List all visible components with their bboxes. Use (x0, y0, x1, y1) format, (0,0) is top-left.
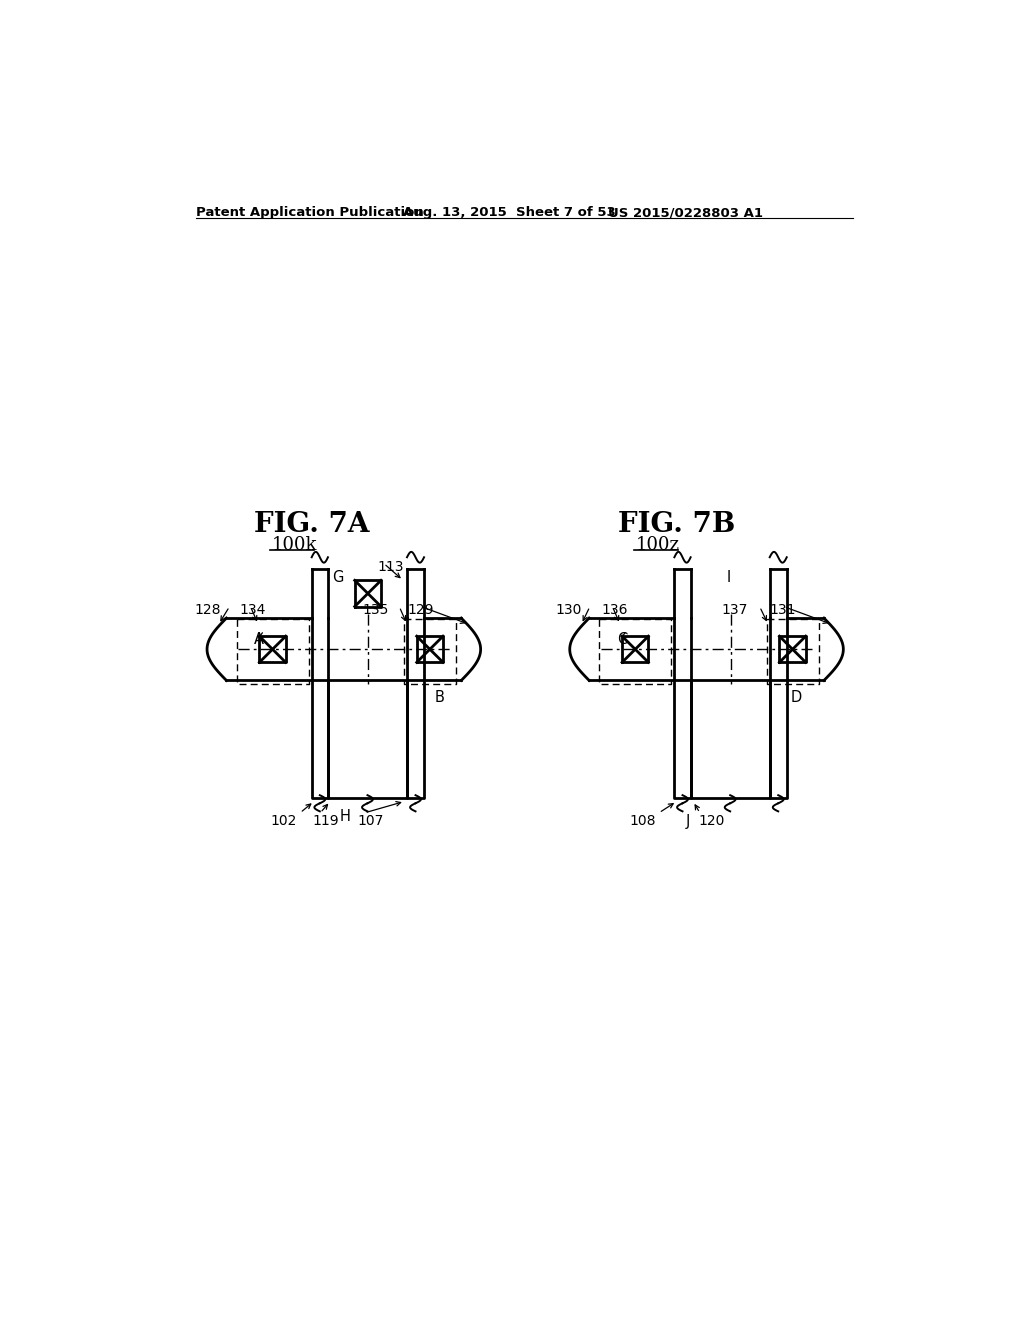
Text: 119: 119 (312, 814, 339, 829)
Text: H: H (340, 809, 350, 824)
Text: I: I (727, 570, 731, 585)
Text: FIG. 7A: FIG. 7A (254, 511, 369, 539)
Text: D: D (791, 689, 802, 705)
Text: 129: 129 (407, 603, 433, 618)
Text: 134: 134 (240, 603, 266, 618)
Text: 128: 128 (195, 603, 221, 618)
Text: 131: 131 (770, 603, 797, 618)
Text: 130: 130 (555, 603, 582, 618)
Text: 113: 113 (378, 561, 404, 574)
Text: A: A (254, 632, 264, 647)
Text: J: J (686, 814, 690, 829)
Text: B: B (434, 689, 444, 705)
Text: C: C (617, 632, 628, 647)
Text: 107: 107 (357, 814, 384, 829)
Text: 100k: 100k (271, 536, 316, 553)
Text: 100z: 100z (636, 536, 680, 553)
Text: 136: 136 (601, 603, 628, 618)
Text: G: G (332, 570, 343, 585)
Text: Patent Application Publication: Patent Application Publication (197, 206, 424, 219)
Text: 135: 135 (362, 603, 388, 618)
Text: US 2015/0228803 A1: US 2015/0228803 A1 (608, 206, 764, 219)
Text: FIG. 7B: FIG. 7B (617, 511, 735, 539)
Text: 120: 120 (698, 814, 725, 829)
Text: 102: 102 (270, 814, 297, 829)
Text: 108: 108 (630, 814, 655, 829)
Text: 137: 137 (722, 603, 748, 618)
Text: Aug. 13, 2015  Sheet 7 of 53: Aug. 13, 2015 Sheet 7 of 53 (403, 206, 615, 219)
